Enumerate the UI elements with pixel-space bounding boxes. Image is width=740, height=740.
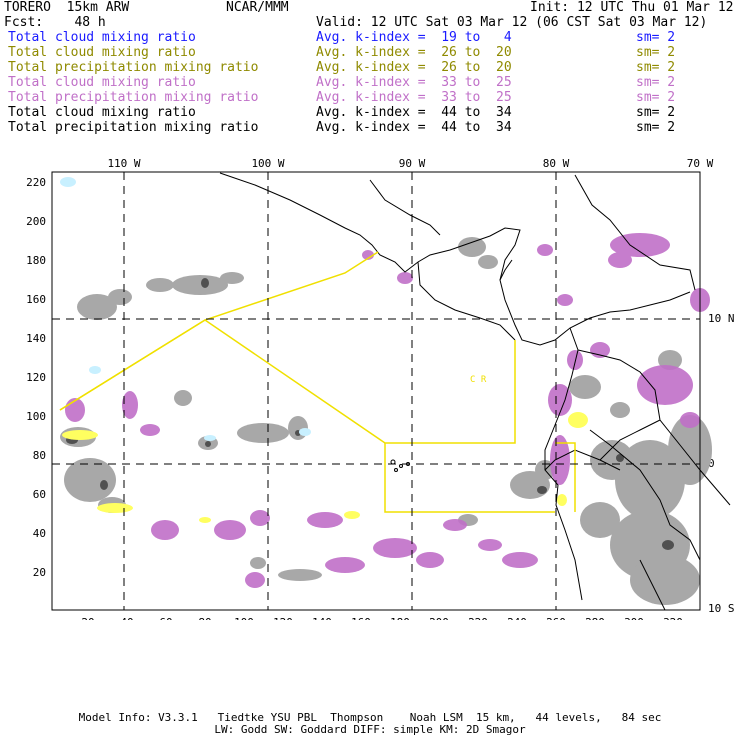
legend-kindex: Avg. k-index = 44 to 34 [316,120,512,135]
plot-frame [51,171,701,611]
coastlines [219,172,731,611]
very-low-shading [60,177,311,441]
y-tick-label: 220 [26,176,46,189]
model-title: TORERO 15km ARW [4,0,130,15]
y-tick-label: 140 [26,332,46,345]
lon-label: 100 W [251,157,284,170]
y-tick-label: 200 [26,215,46,228]
x-tick-label: 280 [585,616,605,620]
x-tick-label: 140 [312,616,332,620]
x-tick-label: 40 [120,616,133,620]
cloud-shading [60,237,712,605]
lon-label: 90 W [399,157,426,170]
y-tick-label: 20 [33,566,46,579]
legend-kindex: Avg. k-index = 33 to 25 [316,90,512,105]
physics-info: LW: Godd SW: Goddard DIFF: simple KM: 2D… [214,723,526,736]
x-axis: 20 40 60 80 100 120 140 160 180 200 220 … [81,616,683,620]
model-info: Model Info: V3.3.1 Tiedtke YSU PBL Thomp… [78,711,662,724]
legend-smoothing: sm= 2 [636,105,676,120]
x-tick-label: 260 [546,616,566,620]
legend-field: Total precipitation mixing ratio [8,90,259,105]
legend-field: Total cloud mixing ratio [8,105,196,120]
legend-smoothing: sm= 2 [636,60,676,75]
y-tick-label: 80 [33,449,46,462]
legend-smoothing: sm= 2 [636,30,676,45]
legend-field: Total cloud mixing ratio [8,75,196,90]
lon-label: 80 W [543,157,570,170]
weather-map: 110 W 100 W 90 W 80 W 70 W 10 N 0 10 S [26,157,735,620]
domain-marker: C R [470,375,487,385]
galapagos-islands [390,459,410,472]
lat-label: 10 N [708,312,735,325]
x-tick-label: 20 [81,616,94,620]
x-tick-label: 160 [351,616,371,620]
init-time: Init: 12 UTC Thu 01 Mar 12 [530,0,734,15]
legend-field: Total precipitation mixing ratio [8,60,259,75]
x-tick-label: 300 [624,616,644,620]
x-tick-label: 180 [390,616,410,620]
legend-kindex: Avg. k-index = 44 to 34 [316,105,512,120]
x-tick-label: 120 [273,616,293,620]
organization: NCAR/MMM [226,0,289,15]
x-tick-label: 80 [198,616,211,620]
y-tick-label: 40 [33,527,46,540]
lon-label: 110 W [107,157,140,170]
x-tick-label: 240 [507,616,527,620]
plot-area: C R [51,171,731,611]
nested-domain [59,251,576,513]
x-tick-label: 220 [468,616,488,620]
legend-kindex: Avg. k-index = 26 to 20 [316,45,512,60]
legend-smoothing: sm= 2 [636,75,676,90]
forecast-hour: Fcst: 48 h [4,15,106,30]
x-tick-label: 200 [429,616,449,620]
legend-field: Total cloud mixing ratio [8,30,196,45]
x-tick-label: 60 [159,616,172,620]
legend-smoothing: sm= 2 [636,90,676,105]
valid-time: Valid: 12 UTC Sat 03 Mar 12 (06 CST Sat … [316,15,708,30]
legend-kindex: Avg. k-index = 26 to 20 [316,60,512,75]
lon-label: 70 W [687,157,714,170]
x-tick-label: 320 [663,616,683,620]
legend-field: Total precipitation mixing ratio [8,120,259,135]
lat-label: 10 S [708,602,735,615]
legend-kindex: Avg. k-index = 33 to 25 [316,75,512,90]
legend-smoothing: sm= 2 [636,120,676,135]
y-tick-label: 120 [26,371,46,384]
legend-field: Total cloud mixing ratio [8,45,196,60]
legend-smoothing: sm= 2 [636,45,676,60]
y-tick-label: 160 [26,293,46,306]
lat-lon-grid [52,172,700,610]
legend-kindex: Avg. k-index = 19 to 4 [316,30,512,45]
y-tick-label: 100 [26,410,46,423]
y-tick-label: 60 [33,488,46,501]
lat-label: 0 [708,457,715,470]
y-axis: 220 200 180 160 140 120 100 80 60 40 20 [26,176,46,579]
x-tick-label: 100 [234,616,254,620]
y-tick-label: 180 [26,254,46,267]
